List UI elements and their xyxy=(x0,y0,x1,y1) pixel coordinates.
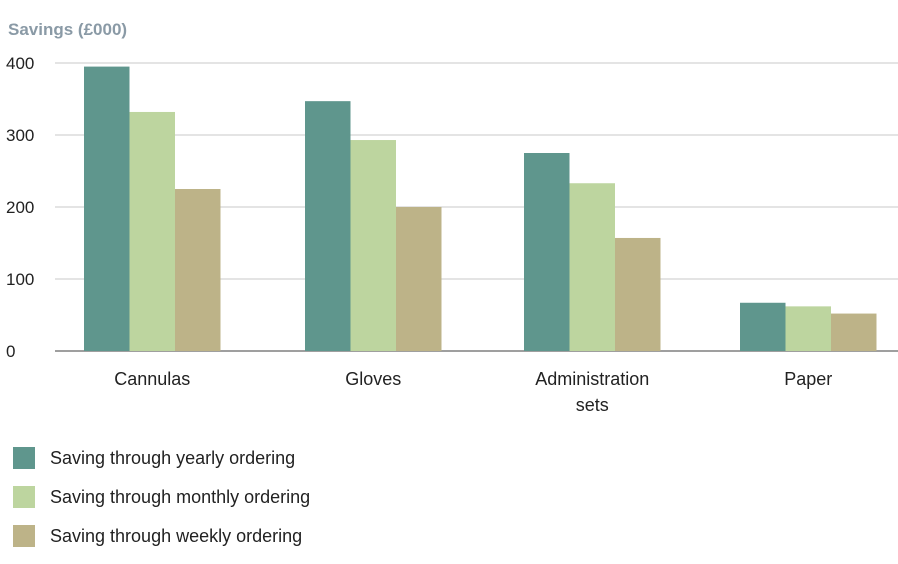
y-tick-label-400: 400 xyxy=(6,54,34,73)
legend-item-weekly: Saving through weekly ordering xyxy=(13,525,310,547)
y-axis-ticks: 0 100 200 300 400 xyxy=(6,54,34,361)
x-tick-label-0: Cannulas xyxy=(114,369,190,389)
x-axis-labels: Cannulas Gloves Administration sets Paper xyxy=(114,369,832,415)
bar-cannulas-series-1 xyxy=(129,111,175,352)
bar-paper-series-0 xyxy=(740,302,786,351)
bar-paper-series-1 xyxy=(785,306,831,351)
bar-administration-sets-series-1 xyxy=(569,183,615,351)
legend-swatch-weekly xyxy=(13,525,35,547)
chart-title: Savings (£000) xyxy=(8,20,127,39)
bar-cannulas-series-2 xyxy=(175,189,221,351)
x-tick-label-3: Paper xyxy=(784,369,832,389)
bar-chart: Savings (£000) 0 100 200 300 400 Cannulas Glo… xyxy=(6,20,898,415)
legend-swatch-monthly xyxy=(13,486,35,508)
legend-item-monthly: Saving through monthly ordering xyxy=(13,486,310,508)
bar-administration-sets-series-0 xyxy=(524,153,570,351)
y-tick-label-0: 0 xyxy=(6,342,15,361)
y-tick-label-100: 100 xyxy=(6,270,34,289)
legend-label-weekly: Saving through weekly ordering xyxy=(50,525,303,546)
bar-administration-sets-series-2 xyxy=(615,237,661,351)
x-tick-label-2-line-1: sets xyxy=(576,395,609,415)
legend: Saving through yearly ordering Saving th… xyxy=(13,447,310,564)
bars xyxy=(84,66,877,352)
bar-gloves-series-0 xyxy=(305,101,351,351)
bar-gloves-series-1 xyxy=(350,140,396,351)
bar-cannulas-series-0 xyxy=(84,66,130,351)
bar-gloves-series-2 xyxy=(396,207,442,351)
legend-item-yearly: Saving through yearly ordering xyxy=(13,447,310,469)
legend-swatch-yearly xyxy=(13,447,35,469)
legend-label-monthly: Saving through monthly ordering xyxy=(50,486,311,507)
y-tick-label-300: 300 xyxy=(6,126,34,145)
legend-label-yearly: Saving through yearly ordering xyxy=(50,447,296,468)
x-tick-label-2-line-0: Administration xyxy=(535,369,649,389)
x-tick-label-1: Gloves xyxy=(345,369,401,389)
bar-paper-series-2 xyxy=(831,313,877,351)
y-tick-label-200: 200 xyxy=(6,198,34,217)
